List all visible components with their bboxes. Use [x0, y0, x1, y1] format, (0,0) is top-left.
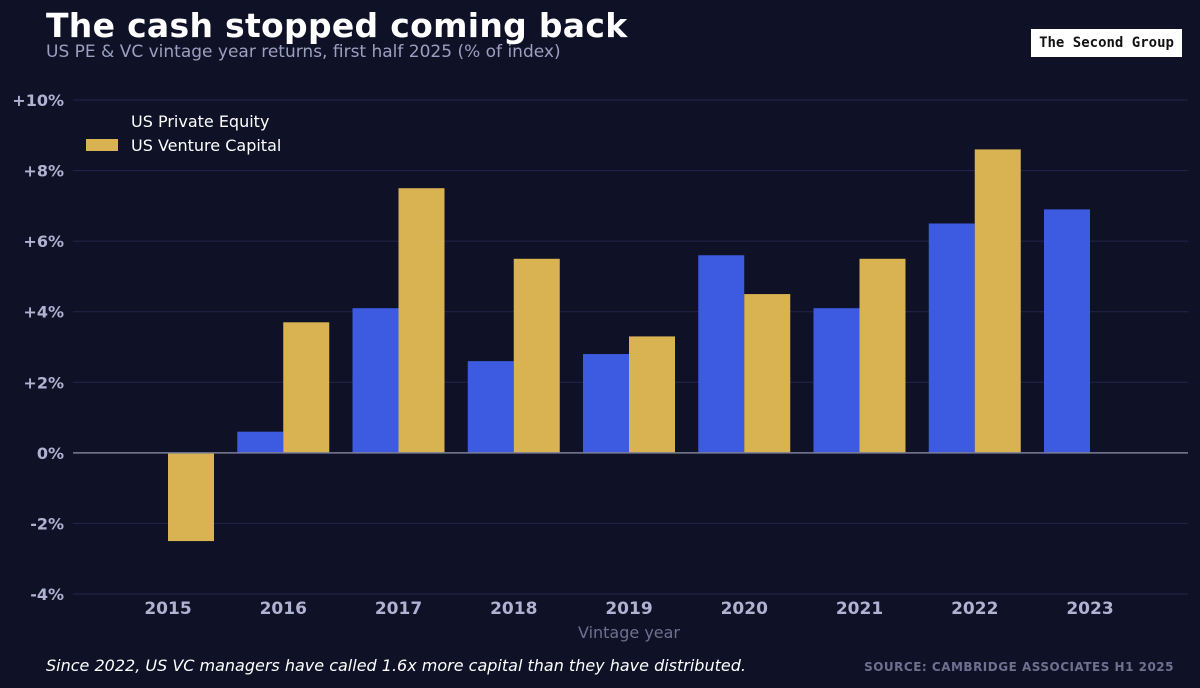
vc-bar: [398, 188, 445, 453]
pe-bar: [467, 361, 514, 453]
x-tick-label: 2023: [1066, 599, 1113, 619]
legend-label-vc: US Venture Capital: [131, 136, 281, 155]
y-tick-label: +2%: [23, 373, 64, 392]
x-tick-label: 2017: [375, 599, 422, 619]
y-tick-label: 0%: [37, 444, 64, 463]
legend-swatch-vc: [86, 139, 118, 151]
vc-bar: [168, 452, 214, 542]
vc-bar: [513, 258, 560, 453]
y-tick-label: +8%: [23, 162, 64, 181]
footnote: Since 2022, US VC managers have called 1…: [46, 656, 746, 675]
pe-bar: [1044, 209, 1090, 453]
x-tick-label: 2019: [605, 599, 652, 619]
chart-title: The cash stopped coming back: [46, 6, 628, 45]
legend-label-pe: US Private Equity: [131, 112, 269, 131]
pe-bar: [583, 354, 629, 453]
x-axis-label: Vintage year: [578, 623, 680, 642]
vc-bar: [859, 258, 906, 453]
vc-bar: [629, 336, 675, 453]
brand-badge: The Second Group: [1031, 29, 1182, 57]
y-tick-label: -4%: [30, 585, 64, 604]
y-tick-label: +4%: [23, 303, 64, 322]
pe-bar: [237, 431, 284, 453]
x-tick-label: 2018: [490, 599, 537, 619]
pe-bar: [813, 308, 860, 453]
y-tick-label: +10%: [12, 91, 64, 110]
x-tick-label: 2021: [836, 599, 883, 619]
vc-bar: [974, 149, 1021, 453]
y-tick-label: -2%: [30, 514, 64, 533]
y-tick-label: +6%: [23, 232, 64, 251]
x-tick-label: 2015: [144, 599, 191, 619]
vc-bar: [283, 322, 330, 453]
chart-subtitle: US PE & VC vintage year returns, first h…: [46, 42, 561, 62]
x-tick-label: 2020: [721, 599, 768, 619]
x-tick-label: 2016: [260, 599, 307, 619]
pe-bar: [352, 308, 399, 453]
vc-bar: [744, 294, 791, 453]
source-note: SOURCE: CAMBRIDGE ASSOCIATES H1 2025: [864, 660, 1174, 674]
x-tick-label: 2022: [951, 599, 998, 619]
pe-bar: [928, 223, 975, 453]
pe-bar: [698, 255, 745, 453]
